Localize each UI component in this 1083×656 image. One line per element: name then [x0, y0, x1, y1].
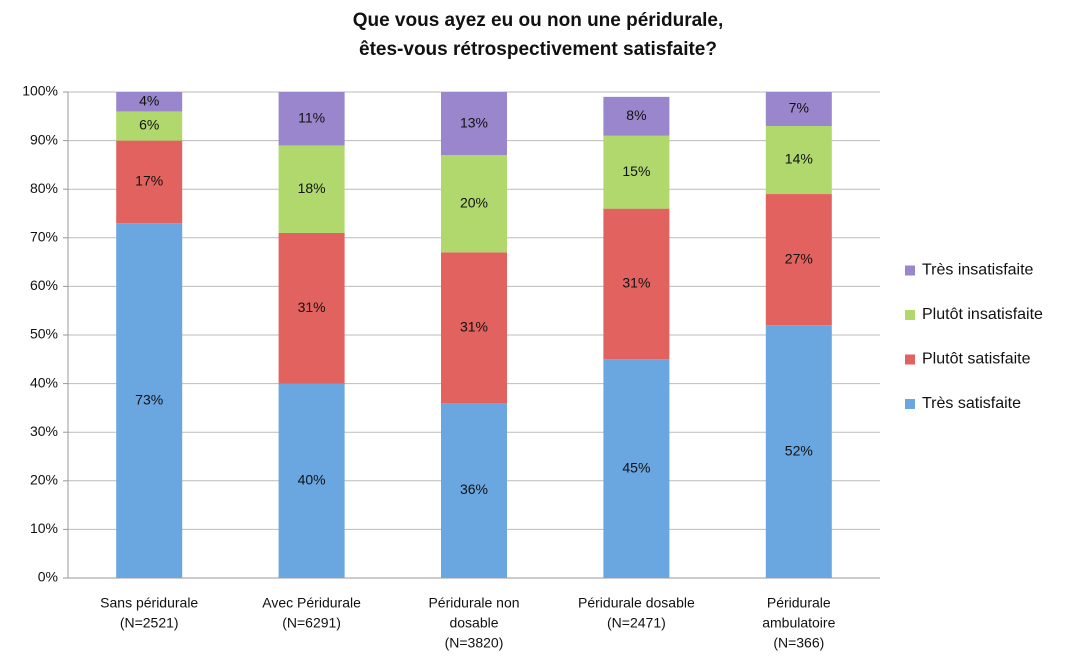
chart-title: Que vous ayez eu ou non une péridurale,	[353, 10, 724, 31]
data-label: 31%	[460, 318, 488, 334]
bar-segment	[116, 140, 183, 224]
bar-segment	[116, 223, 183, 578]
bar-segment	[603, 208, 670, 360]
y-tick-label: 20%	[30, 472, 58, 488]
x-tick-label: (N=2471)	[607, 615, 666, 631]
bar-segment	[278, 145, 345, 233]
bar-segment	[116, 111, 183, 141]
data-label: 14%	[785, 151, 813, 167]
y-tick-label: 40%	[30, 374, 58, 390]
data-label: 45%	[622, 459, 650, 475]
bar-segment	[278, 383, 345, 578]
x-tick-label: Péridurale	[767, 595, 831, 611]
bar-segment	[765, 126, 832, 195]
data-label: 40%	[298, 472, 326, 488]
bar-segment	[765, 194, 832, 326]
data-label: 18%	[298, 180, 326, 196]
y-tick-label: 80%	[30, 180, 58, 196]
data-label: 15%	[622, 163, 650, 179]
y-tick-label: 70%	[30, 229, 58, 245]
y-tick-label: 30%	[30, 423, 58, 439]
y-tick-label: 50%	[30, 326, 58, 342]
y-tick-label: 100%	[22, 83, 58, 99]
y-tick-label: 0%	[38, 569, 58, 585]
bar-segment	[765, 92, 832, 127]
bar-segment	[441, 403, 507, 578]
x-tick-label: Péridurale dosable	[578, 595, 695, 611]
data-label: 7%	[789, 100, 809, 116]
data-label: 4%	[139, 92, 159, 108]
data-label: 8%	[626, 107, 646, 123]
data-label: 11%	[298, 109, 325, 125]
chart-title: êtes-vous rétrospectivement satisfaite?	[359, 39, 717, 60]
bar-segment	[603, 359, 670, 578]
legend-swatch	[905, 354, 915, 365]
data-label: 13%	[460, 114, 488, 130]
legend-swatch	[905, 265, 915, 276]
legend-swatch	[905, 310, 915, 320]
bar-segment	[603, 135, 670, 209]
x-tick-label: Péridurale non	[428, 595, 519, 611]
x-tick-label: (N=6291)	[282, 615, 341, 631]
x-tick-label: ambulatoire	[762, 615, 835, 631]
x-tick-label: Sans péridurale	[100, 595, 198, 611]
legend-label: Très insatisfaite	[922, 262, 1034, 279]
data-label: 31%	[622, 275, 650, 291]
legend-swatch	[905, 399, 915, 409]
x-tick-label: (N=3820)	[445, 635, 504, 651]
y-tick-label: 90%	[30, 131, 58, 147]
data-label: 20%	[460, 194, 488, 210]
x-tick-label: (N=366)	[773, 635, 824, 651]
y-tick-label: 60%	[30, 277, 58, 293]
bar-segment	[765, 325, 832, 578]
x-tick-label: (N=2521)	[120, 615, 179, 631]
legend-label: Plutôt satisfaite	[922, 351, 1031, 368]
data-label: 27%	[785, 250, 813, 266]
bar-segment	[441, 155, 507, 253]
bar-segment	[441, 92, 507, 156]
bar-segment	[278, 232, 345, 384]
data-label: 52%	[785, 442, 813, 458]
data-label: 6%	[139, 117, 159, 133]
legend-label: Plutôt insatisfaite	[922, 306, 1043, 323]
data-label: 36%	[460, 481, 488, 497]
bar-segment	[278, 92, 345, 146]
bar-segment	[441, 252, 507, 404]
data-label: 31%	[298, 299, 326, 315]
bar-segment	[116, 92, 183, 112]
bar-segment	[603, 96, 670, 136]
x-tick-label: dosable	[449, 615, 498, 631]
x-tick-label: Avec Péridurale	[262, 595, 361, 611]
data-label: 17%	[135, 173, 163, 189]
legend-label: Très satisfaite	[922, 395, 1021, 412]
y-tick-label: 10%	[30, 520, 58, 536]
data-label: 73%	[135, 391, 163, 407]
